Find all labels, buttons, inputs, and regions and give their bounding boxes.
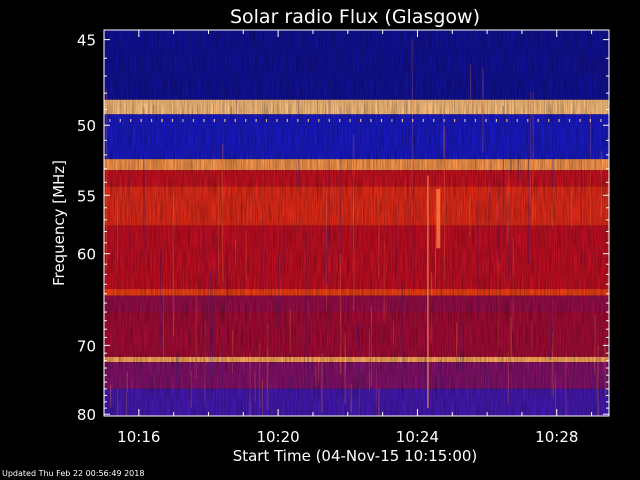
plot-area [104, 30, 609, 416]
x-axis: 10:16 10:20 10:24 10:28 [103, 30, 593, 446]
y-tick-label: 80 [77, 406, 96, 424]
noise-texture [104, 30, 609, 416]
x-tick-label: 10:28 [535, 428, 578, 446]
y-axis: 45 50 55 60 70 80 [77, 32, 609, 424]
x-axis-label: Start Time (04-Nov-15 10:15:00) [233, 447, 478, 465]
burst-feature [427, 175, 429, 409]
y-tick-label: 60 [77, 246, 96, 264]
burst-feature [436, 188, 441, 249]
y-tick-label: 50 [77, 117, 96, 135]
x-tick-label: 10:16 [117, 428, 160, 446]
y-tick-label: 45 [77, 32, 96, 50]
y-axis-label: Frequency [MHz] [50, 160, 68, 286]
x-tick-label: 10:20 [256, 428, 299, 446]
chart-title: Solar radio Flux (Glasgow) [230, 6, 480, 28]
plot-frame [103, 29, 610, 417]
burst-features [427, 175, 441, 409]
updated-timestamp: Updated Thu Feb 22 00:56:49 2018 [2, 469, 145, 478]
y-tick-label: 55 [77, 187, 96, 205]
y-tick-label: 70 [77, 337, 96, 355]
x-tick-label: 10:24 [396, 428, 439, 446]
